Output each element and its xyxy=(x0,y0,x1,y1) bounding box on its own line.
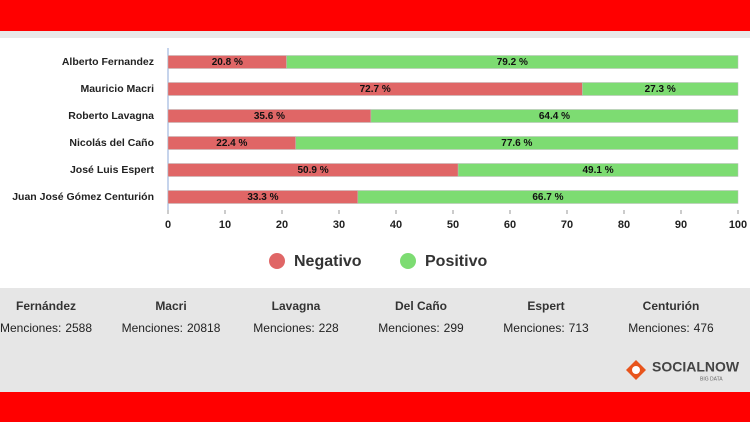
value-label: 79.2 % xyxy=(497,57,528,68)
stat-name: Centurión xyxy=(643,299,700,313)
stat-count: 713 xyxy=(569,321,589,335)
stat-mentions: Menciones: 2588 xyxy=(0,321,92,335)
legend-marker xyxy=(400,253,416,269)
stat-label: Menciones: xyxy=(503,321,564,335)
y-tick-label: José Luis Espert xyxy=(70,164,155,176)
value-label: 22.4 % xyxy=(216,138,247,149)
x-tick-label: 100 xyxy=(729,219,747,231)
stat-label: Menciones: xyxy=(122,321,183,335)
legend-label: Positivo xyxy=(425,253,487,270)
logo-tagline: BIG DATA xyxy=(700,376,723,382)
y-tick-label: Nicolás del Caño xyxy=(69,137,154,149)
stat-mentions: Menciones: 476 xyxy=(628,321,714,335)
bar-segment xyxy=(582,82,739,96)
stats-panel xyxy=(0,288,750,392)
x-tick-label: 40 xyxy=(390,219,402,231)
y-tick-label: Juan José Gómez Centurión xyxy=(12,191,154,203)
stat-count: 299 xyxy=(444,321,464,335)
x-tick-label: 90 xyxy=(675,219,687,231)
legend-marker xyxy=(269,253,285,269)
logo-icon xyxy=(626,360,646,380)
value-label: 20.8 % xyxy=(212,57,243,68)
value-label: 66.7 % xyxy=(532,192,563,203)
stat-mentions: Menciones: 20818 xyxy=(122,321,221,335)
y-tick-label: Mauricio Macri xyxy=(80,83,154,95)
stat-count: 20818 xyxy=(187,321,221,335)
y-tick-label: Alberto Fernandez xyxy=(62,56,154,68)
value-label: 27.3 % xyxy=(645,84,676,95)
bar-segment xyxy=(457,163,739,177)
x-tick-label: 60 xyxy=(504,219,516,231)
top-band xyxy=(0,0,750,31)
x-tick-label: 0 xyxy=(165,219,171,231)
bar-segment xyxy=(286,55,739,69)
value-label: 64.4 % xyxy=(539,111,570,122)
stat-count: 476 xyxy=(694,321,714,335)
legend-label: Negativo xyxy=(294,253,362,270)
stat-name: Macri xyxy=(155,299,186,313)
x-tick-label: 70 xyxy=(561,219,573,231)
stat-name: Del Caño xyxy=(395,299,447,313)
bar-segment xyxy=(295,136,739,150)
stat-name: Espert xyxy=(527,299,564,313)
x-tick-label: 50 xyxy=(447,219,459,231)
x-tick-label: 30 xyxy=(333,219,345,231)
stat-label: Menciones: xyxy=(628,321,689,335)
stat-label: Menciones: xyxy=(378,321,439,335)
stat-name: Fernández xyxy=(16,299,76,313)
stat-mentions: Menciones: 299 xyxy=(378,321,464,335)
stat-label: Menciones: xyxy=(0,321,61,335)
value-label: 50.9 % xyxy=(297,165,328,176)
x-tick-label: 10 xyxy=(219,219,231,231)
y-tick-label: Roberto Lavagna xyxy=(68,110,154,122)
stat-label: Menciones: xyxy=(253,321,314,335)
stat-mentions: Menciones: 228 xyxy=(253,321,339,335)
x-tick-label: 80 xyxy=(618,219,630,231)
value-label: 33.3 % xyxy=(247,192,278,203)
x-tick-label: 20 xyxy=(276,219,288,231)
stat-mentions: Menciones: 713 xyxy=(503,321,589,335)
top-gap xyxy=(0,31,750,38)
bar-segment xyxy=(357,190,739,204)
stat-name: Lavagna xyxy=(272,299,321,313)
logo-name: SOCIALNOW xyxy=(652,359,740,375)
bottom-band xyxy=(0,392,750,422)
value-label: 77.6 % xyxy=(501,138,532,149)
value-label: 49.1 % xyxy=(582,165,613,176)
stat-count: 2588 xyxy=(65,321,92,335)
value-label: 35.6 % xyxy=(254,111,285,122)
stat-count: 228 xyxy=(319,321,339,335)
value-label: 72.7 % xyxy=(360,84,391,95)
bar-segment xyxy=(370,109,739,123)
